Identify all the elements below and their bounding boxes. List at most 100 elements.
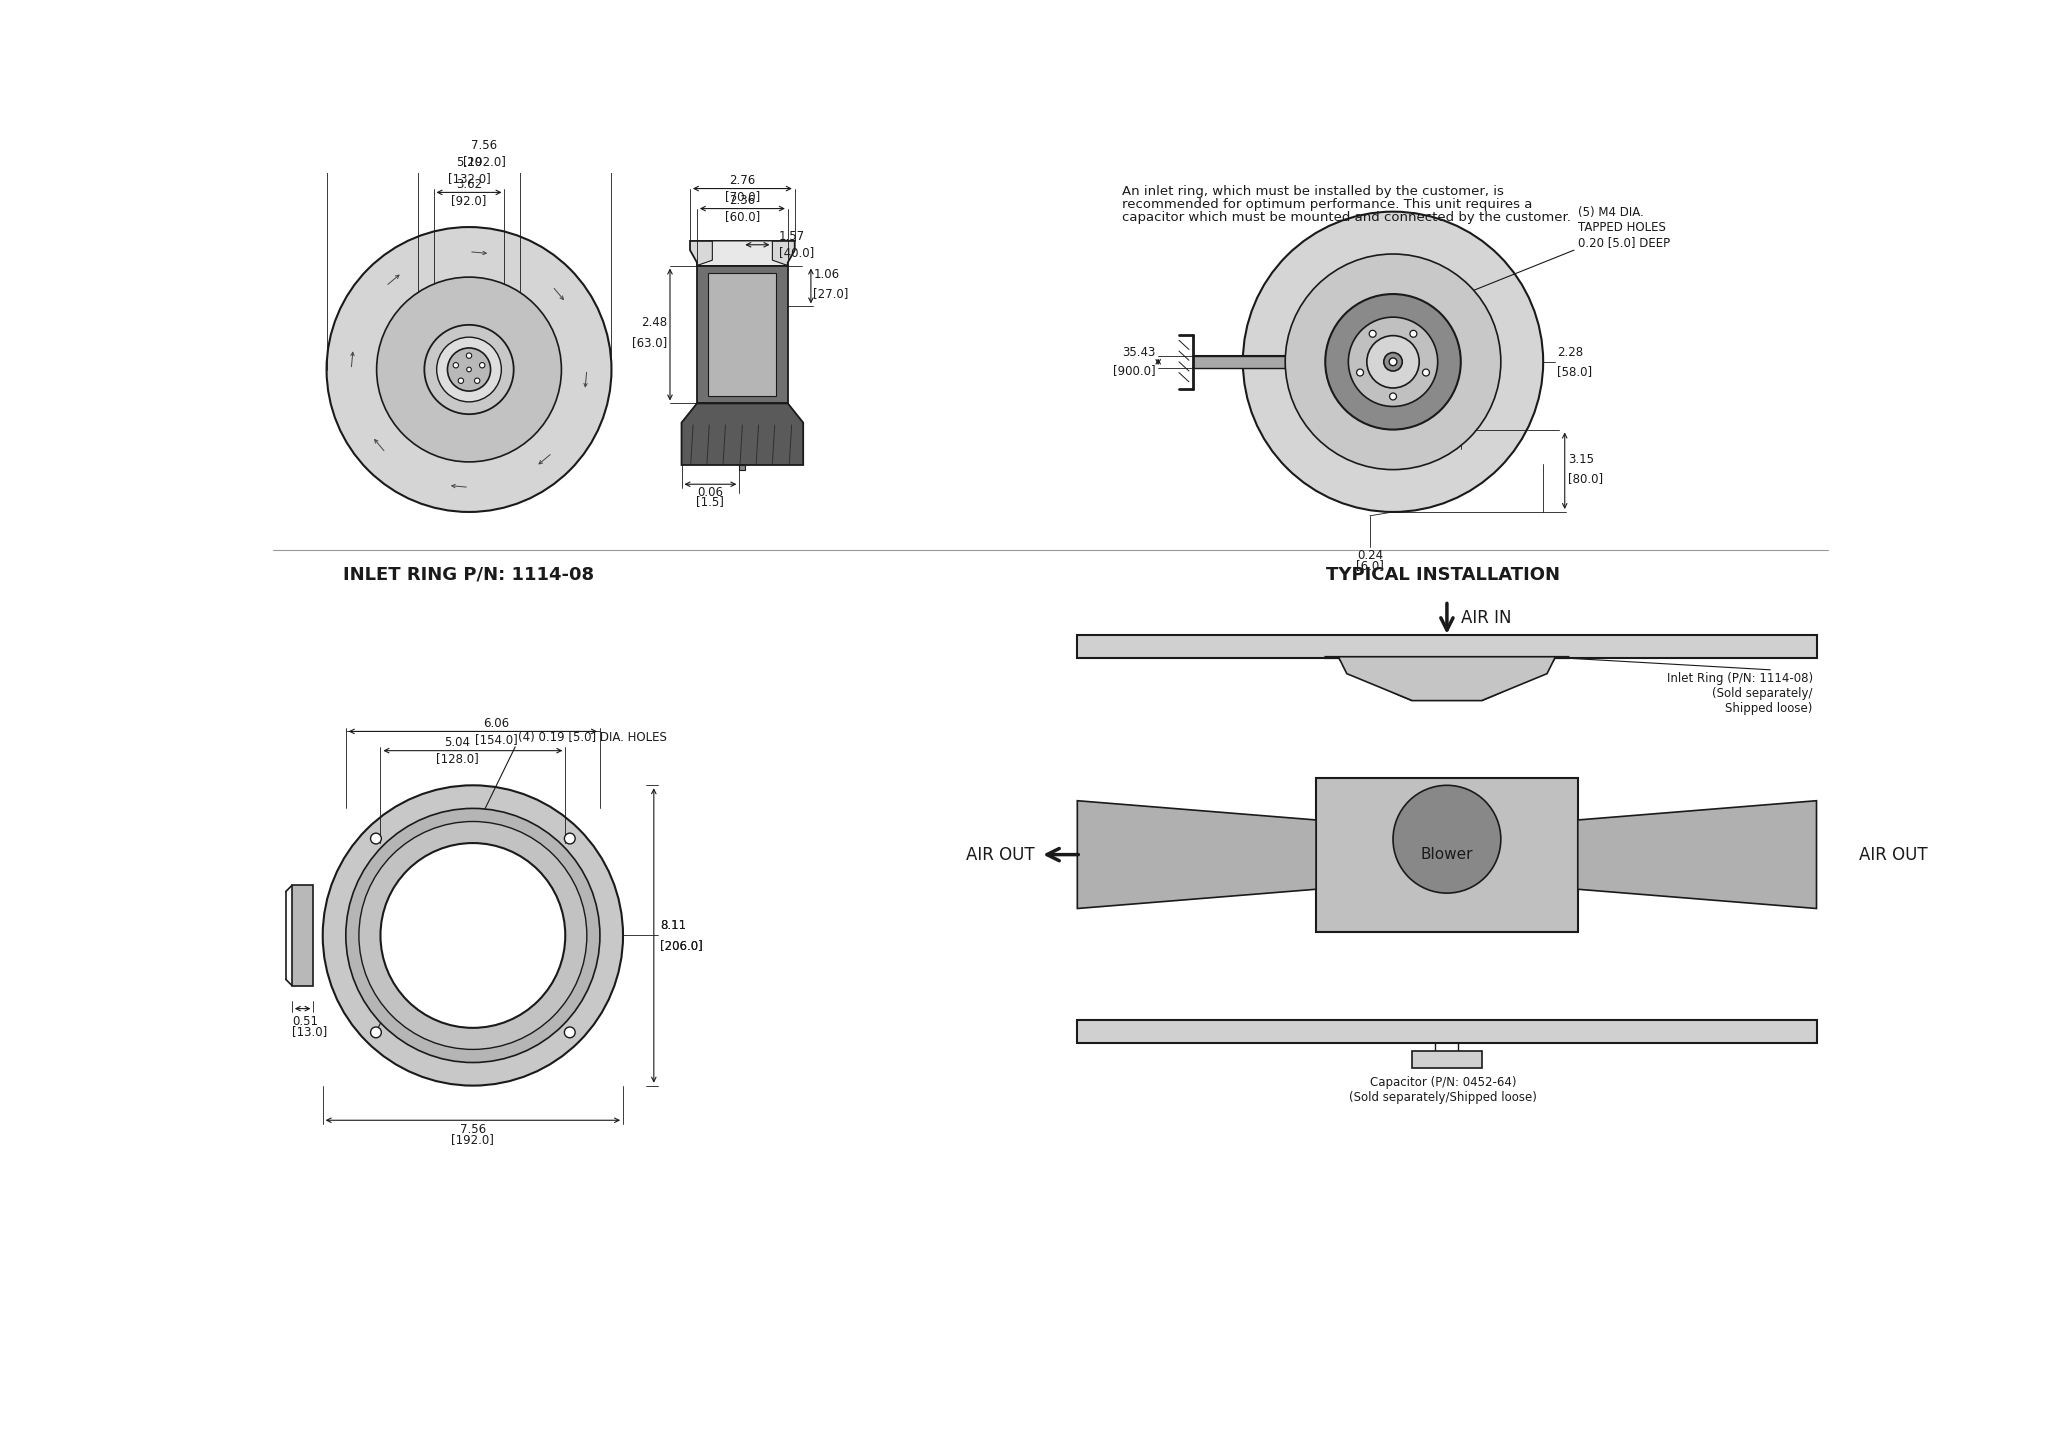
Text: AIR IN: AIR IN xyxy=(1460,609,1511,628)
Circle shape xyxy=(371,1027,381,1038)
Text: [154.0]: [154.0] xyxy=(475,733,518,746)
Text: [192.0]: [192.0] xyxy=(451,1133,494,1146)
Circle shape xyxy=(1384,352,1403,371)
Text: [58.0]: [58.0] xyxy=(1556,365,1591,378)
Circle shape xyxy=(324,785,623,1085)
Circle shape xyxy=(479,362,485,368)
Text: [40.0]: [40.0] xyxy=(778,247,813,260)
Text: 1.06: 1.06 xyxy=(813,268,840,281)
Text: 8.11: 8.11 xyxy=(659,919,686,932)
Text: 2.76: 2.76 xyxy=(729,175,756,188)
Text: [6.0]: [6.0] xyxy=(1356,558,1384,571)
Text: [92.0]: [92.0] xyxy=(451,193,487,206)
Text: An inlet ring, which must be installed by the customer, is: An inlet ring, which must be installed b… xyxy=(1122,185,1503,198)
Text: Inlet Ring (P/N: 1114-08)
(Sold separately/
Shipped loose): Inlet Ring (P/N: 1114-08) (Sold separate… xyxy=(1667,672,1812,716)
Circle shape xyxy=(565,833,575,844)
Text: [70.0]: [70.0] xyxy=(725,190,760,203)
Text: [132.0]: [132.0] xyxy=(449,172,489,185)
Circle shape xyxy=(346,808,600,1062)
Text: 5.20: 5.20 xyxy=(457,156,481,169)
Text: [80.0]: [80.0] xyxy=(1569,472,1604,485)
Circle shape xyxy=(1409,330,1417,338)
Circle shape xyxy=(1370,330,1376,338)
Bar xyxy=(709,273,776,395)
Text: Blower: Blower xyxy=(1421,847,1473,861)
Text: 35.43: 35.43 xyxy=(1122,346,1155,359)
Circle shape xyxy=(436,338,502,401)
Text: 6.06: 6.06 xyxy=(483,717,510,730)
Polygon shape xyxy=(682,404,803,465)
Bar xyxy=(696,266,788,404)
Circle shape xyxy=(475,378,479,384)
Text: AIR OUT: AIR OUT xyxy=(1860,846,1927,863)
Bar xyxy=(293,886,313,986)
Text: [900.0]: [900.0] xyxy=(1114,364,1155,377)
Circle shape xyxy=(326,227,612,512)
Circle shape xyxy=(1423,369,1430,377)
Bar xyxy=(1077,635,1817,658)
Text: [60.0]: [60.0] xyxy=(725,211,760,224)
Circle shape xyxy=(1243,212,1544,512)
Polygon shape xyxy=(690,241,795,266)
Text: 0.06: 0.06 xyxy=(696,486,723,499)
Text: 0.51: 0.51 xyxy=(293,1014,317,1027)
Circle shape xyxy=(1393,785,1501,893)
Circle shape xyxy=(1389,392,1397,400)
Circle shape xyxy=(377,277,561,462)
Circle shape xyxy=(467,354,471,358)
Circle shape xyxy=(1366,336,1419,388)
Circle shape xyxy=(453,362,459,368)
Text: 7.56: 7.56 xyxy=(471,140,498,153)
Text: [1.5]: [1.5] xyxy=(696,495,723,508)
Text: 1.57: 1.57 xyxy=(778,231,805,244)
Circle shape xyxy=(371,833,381,844)
Text: [13.0]: [13.0] xyxy=(293,1025,328,1038)
Text: INLET RING P/N: 1114-08: INLET RING P/N: 1114-08 xyxy=(344,566,594,584)
Text: [63.0]: [63.0] xyxy=(633,336,668,349)
Circle shape xyxy=(467,367,471,372)
Circle shape xyxy=(424,325,514,414)
Circle shape xyxy=(1356,369,1364,377)
Text: (4) 0.19 [5.0] DIA. HOLES: (4) 0.19 [5.0] DIA. HOLES xyxy=(518,732,666,745)
Text: [206.0]: [206.0] xyxy=(659,938,702,951)
Text: capacitor which must be mounted and connected by the customer.: capacitor which must be mounted and conn… xyxy=(1122,211,1571,224)
Text: [27.0]: [27.0] xyxy=(813,287,848,300)
Circle shape xyxy=(381,843,565,1027)
Polygon shape xyxy=(1077,801,1317,909)
Text: [206.0]: [206.0] xyxy=(659,938,702,951)
Text: 7.56: 7.56 xyxy=(461,1123,485,1136)
Circle shape xyxy=(1286,254,1501,469)
Circle shape xyxy=(1348,317,1438,407)
Text: [128.0]: [128.0] xyxy=(436,752,479,765)
Polygon shape xyxy=(1325,657,1569,701)
Circle shape xyxy=(459,378,463,384)
Text: 3.62: 3.62 xyxy=(457,177,481,190)
Circle shape xyxy=(1389,358,1397,365)
Text: 3.15: 3.15 xyxy=(1569,453,1593,466)
Bar xyxy=(1413,1051,1481,1068)
Text: 5.04: 5.04 xyxy=(444,736,471,749)
Circle shape xyxy=(1325,294,1460,430)
Text: Capacitor (P/N: 0452-64)
(Sold separately/Shipped loose): Capacitor (P/N: 0452-64) (Sold separatel… xyxy=(1350,1075,1536,1104)
Circle shape xyxy=(358,821,588,1049)
Text: (5) M4 DIA.
TAPPED HOLES
0.20 [5.0] DEEP: (5) M4 DIA. TAPPED HOLES 0.20 [5.0] DEEP xyxy=(1577,205,1669,248)
Circle shape xyxy=(565,1027,575,1038)
Polygon shape xyxy=(696,241,788,266)
Text: TYPICAL INSTALLATION: TYPICAL INSTALLATION xyxy=(1325,566,1561,584)
Circle shape xyxy=(446,348,492,391)
Text: recommended for optimum performance. This unit requires a: recommended for optimum performance. Thi… xyxy=(1122,198,1532,211)
Text: [192.0]: [192.0] xyxy=(463,156,506,169)
Text: 2.36: 2.36 xyxy=(729,193,756,206)
Bar xyxy=(1077,1020,1817,1043)
Text: 2.28: 2.28 xyxy=(1556,346,1583,359)
Text: 8.11: 8.11 xyxy=(659,919,686,932)
Text: AIR OUT: AIR OUT xyxy=(967,846,1034,863)
Bar xyxy=(739,465,745,469)
Bar xyxy=(1192,355,1325,368)
Polygon shape xyxy=(1577,801,1817,909)
Text: 2.48: 2.48 xyxy=(641,316,668,329)
Text: 0.24: 0.24 xyxy=(1358,548,1382,561)
Bar xyxy=(1317,778,1577,932)
